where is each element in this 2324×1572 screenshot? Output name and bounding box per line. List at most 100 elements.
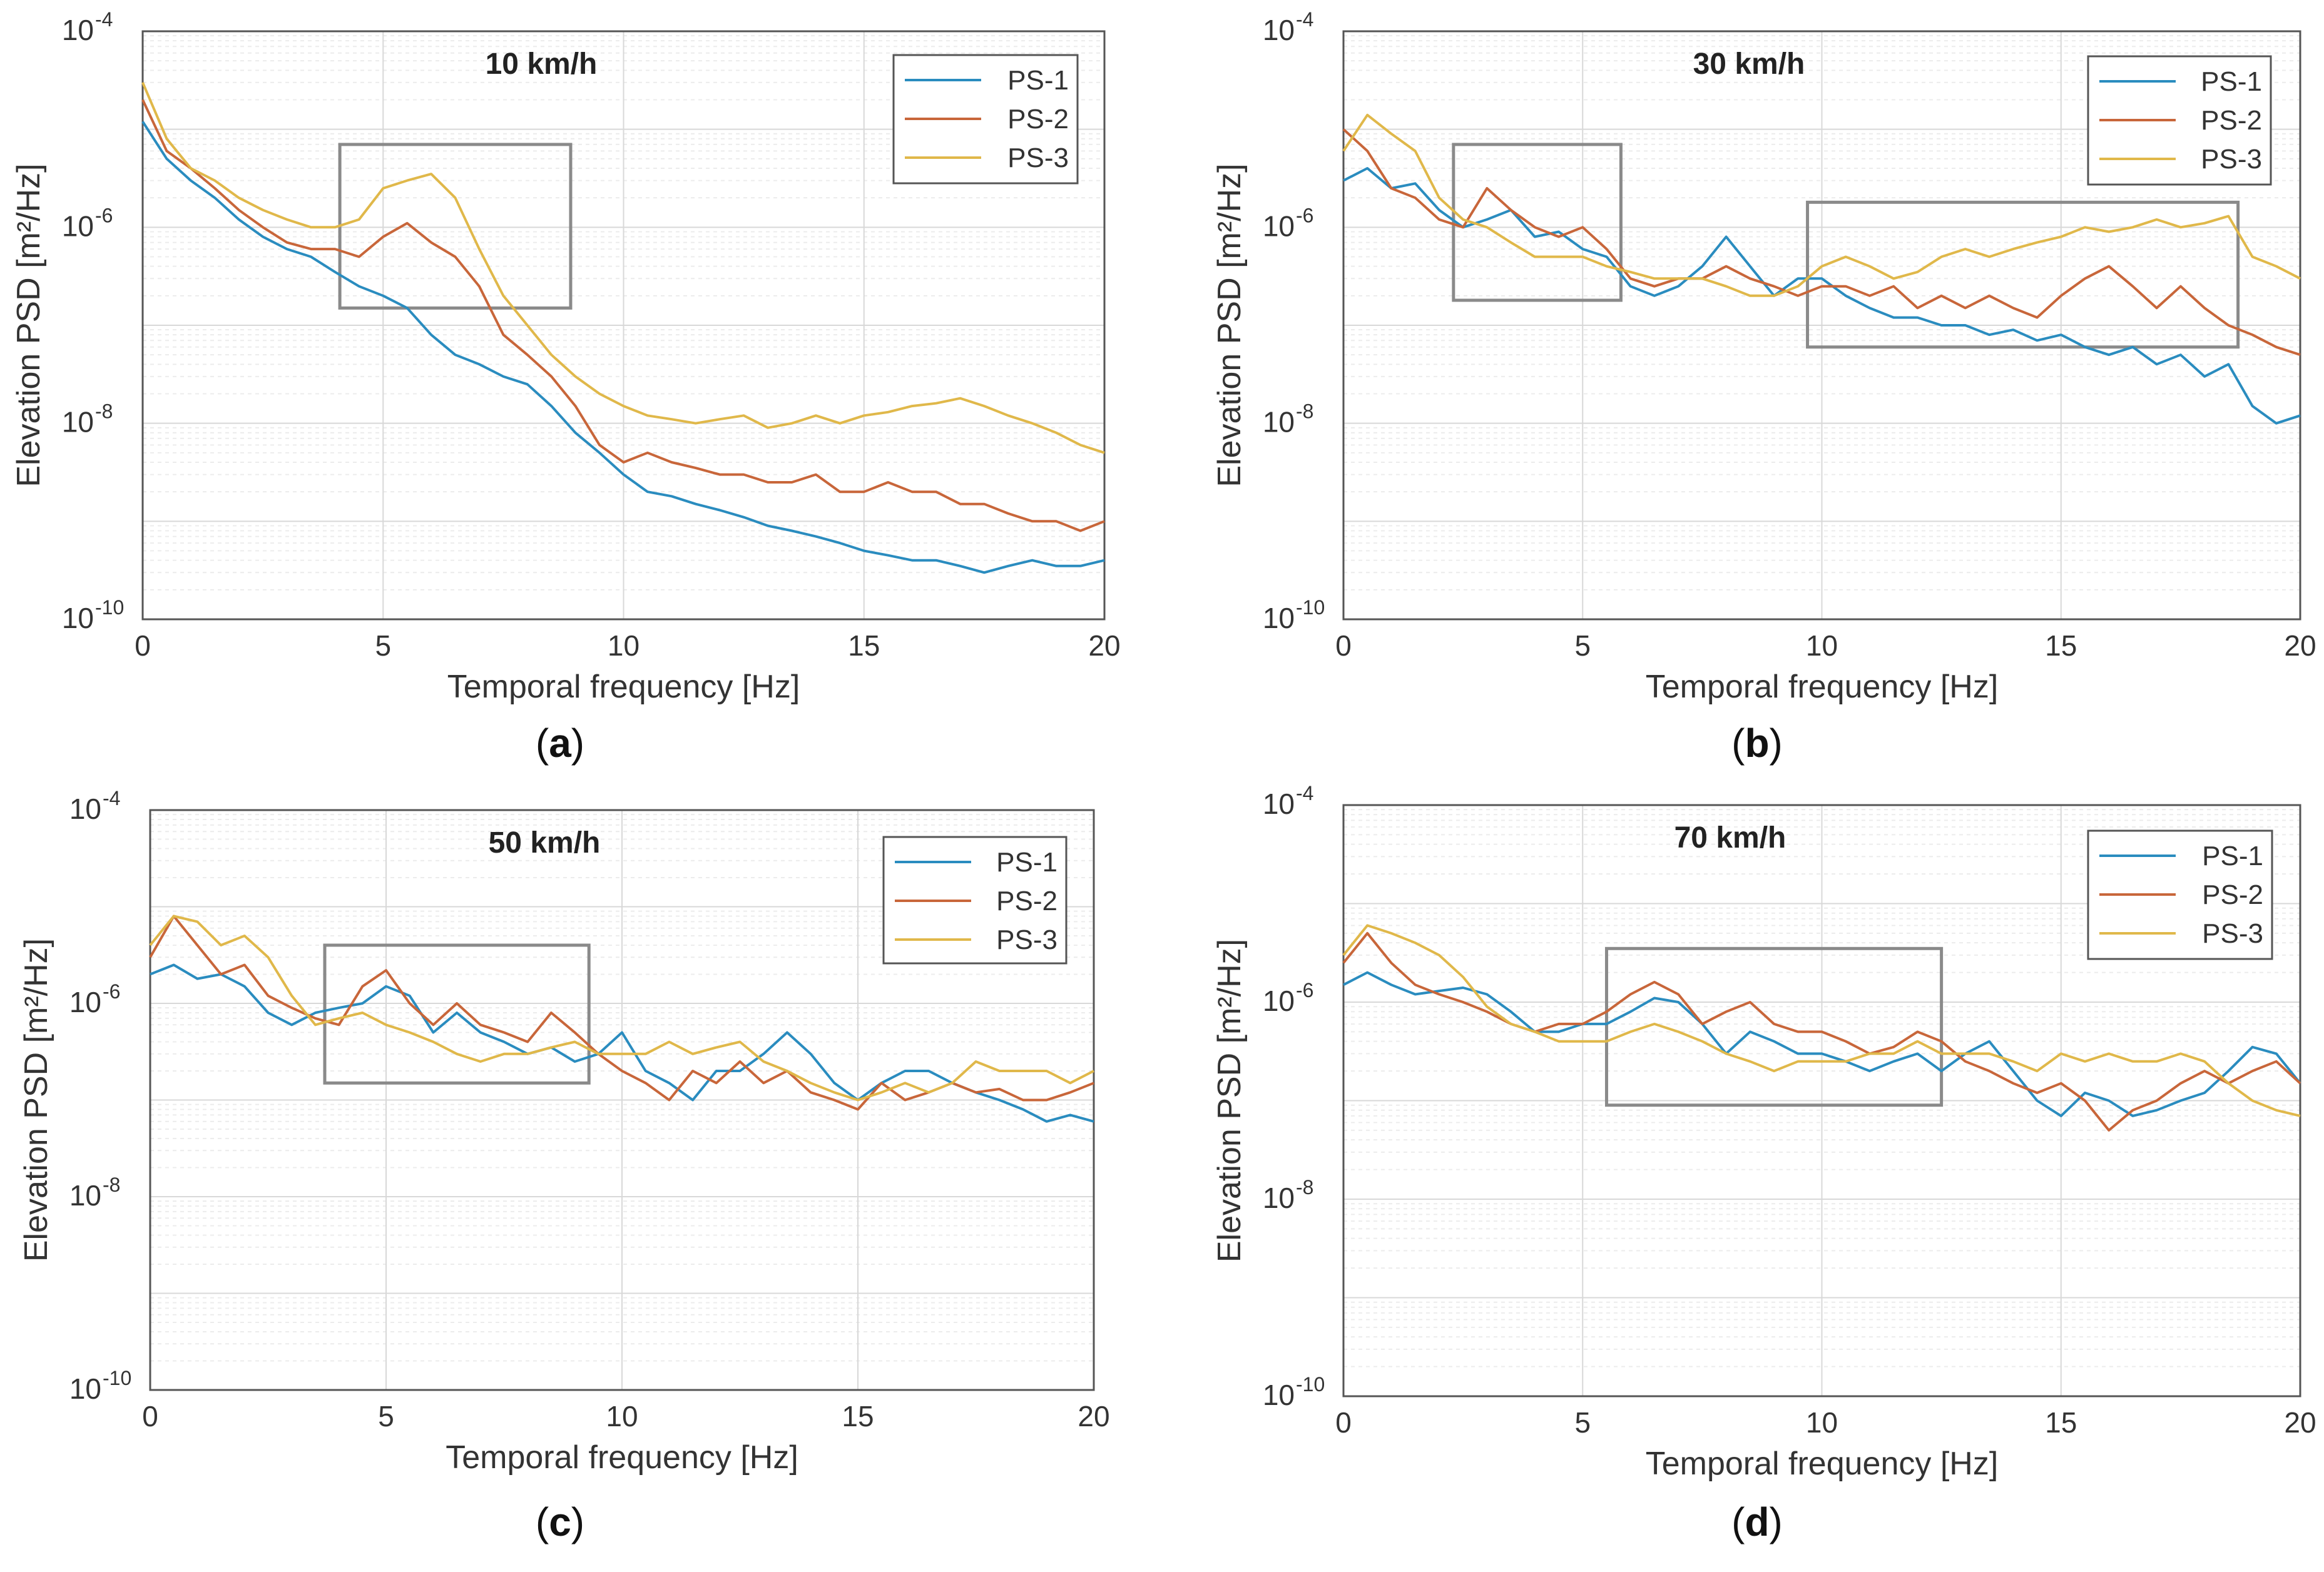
- y-tick-base: 10: [69, 1179, 101, 1212]
- axes-frame: [149, 809, 1095, 1391]
- x-tick-label: 10: [1806, 629, 1838, 662]
- panel-caption: (c): [536, 1499, 584, 1544]
- series-lines: [1342, 924, 2301, 1132]
- legend-label: PS-1: [2201, 66, 2262, 97]
- x-tick-label: 15: [2045, 629, 2077, 662]
- y-tick-label: 10 -6: [1263, 204, 1314, 242]
- legend-label: PS-2: [996, 886, 1058, 916]
- y-tick-base: 10: [1263, 14, 1295, 46]
- y-tick-exponent: -8: [1296, 1176, 1313, 1199]
- x-tick-label: 10: [1806, 1406, 1838, 1439]
- x-axis-label: Temporal frequency [Hz]: [446, 1439, 798, 1476]
- panel-caption: (d): [1731, 1499, 1783, 1544]
- caption-paren-open: (: [536, 1499, 549, 1544]
- series-line-ps-3: [1342, 113, 2301, 297]
- x-tick-label: 5: [375, 629, 391, 662]
- grid: [142, 31, 1105, 620]
- series-lines: [149, 915, 1094, 1123]
- axes-frame: [141, 30, 1106, 621]
- y-tick-exponent: -8: [1296, 400, 1313, 423]
- y-tick-exponent: -6: [95, 204, 113, 226]
- caption-paren-open: (: [536, 721, 549, 766]
- caption-paren-close: ): [1770, 721, 1783, 766]
- y-tick-exponent: -4: [1296, 782, 1313, 804]
- chart-title: 30 km/h: [1693, 48, 1805, 81]
- y-axis-label: Elevation PSD [m²/Hz]: [18, 938, 54, 1262]
- x-tick-label: 20: [2284, 1406, 2316, 1439]
- y-tick-base: 10: [1263, 210, 1295, 242]
- legend-label: PS-1: [996, 847, 1058, 878]
- x-tick-label: 20: [2284, 629, 2316, 662]
- y-axis-label: Elevation PSD [m²/Hz]: [1211, 163, 1248, 487]
- series-lines: [1342, 113, 2301, 425]
- caption-letter: c: [549, 1499, 571, 1544]
- x-axis-label: Temporal frequency [Hz]: [447, 669, 800, 705]
- y-tick-label: 10 -4: [69, 787, 121, 825]
- y-tick-label: 10 -4: [1263, 782, 1314, 820]
- y-tick-exponent: -10: [95, 596, 124, 619]
- y-tick-label: 10 -6: [62, 204, 113, 242]
- y-axis-label: Elevation PSD [m²/Hz]: [11, 163, 47, 487]
- series-line-ps-3: [149, 915, 1094, 1102]
- y-tick-base: 10: [1263, 1379, 1295, 1411]
- series-lines: [141, 82, 1105, 574]
- y-tick-label: 10 -10: [62, 596, 124, 634]
- highlight-box: [1452, 143, 1623, 302]
- y-tick-base: 10: [62, 210, 94, 242]
- x-tick-label: 15: [842, 1400, 874, 1433]
- y-tick-base: 10: [1263, 602, 1295, 634]
- y-tick-label: 10 -4: [62, 8, 113, 46]
- caption-letter: b: [1745, 721, 1769, 766]
- y-tick-exponent: -8: [95, 400, 113, 423]
- caption-letter: d: [1745, 1499, 1769, 1544]
- y-tick-label: 10 -8: [69, 1174, 121, 1212]
- x-tick-label: 5: [1574, 1406, 1591, 1439]
- legend-label: PS-3: [996, 925, 1058, 955]
- y-tick-exponent: -10: [1296, 1373, 1325, 1396]
- x-tick-label: 10: [608, 629, 640, 662]
- y-tick-base: 10: [62, 14, 94, 46]
- highlight-box: [323, 943, 591, 1085]
- x-tick-label: 10: [606, 1400, 638, 1433]
- y-tick-label: 10 -8: [1263, 400, 1314, 439]
- legend: PS-1 PS-2 PS-3: [892, 54, 1079, 185]
- series-line-ps-2: [1342, 931, 2301, 1132]
- series-line-ps-2: [141, 99, 1105, 532]
- highlight-box: [1806, 200, 2240, 349]
- y-tick-exponent: -10: [103, 1367, 131, 1389]
- series-line-ps-1: [1343, 167, 2301, 425]
- y-tick-base: 10: [1263, 406, 1295, 439]
- legend-label: PS-1: [2202, 841, 2263, 871]
- chart-title: 10 km/h: [486, 48, 598, 81]
- legend-label: PS-2: [1007, 104, 1069, 134]
- y-tick-label: 10 -8: [62, 400, 113, 439]
- y-tick-exponent: -4: [103, 787, 120, 809]
- y-tick-exponent: -6: [103, 980, 120, 1003]
- x-tick-label: 0: [135, 629, 151, 662]
- legend-label: PS-3: [1007, 143, 1069, 173]
- caption-paren-close: ): [571, 721, 584, 766]
- caption-paren-close: ): [571, 1499, 584, 1544]
- x-tick-label: 0: [142, 1400, 158, 1433]
- series-line-ps-3: [141, 82, 1105, 454]
- y-tick-base: 10: [1263, 788, 1295, 820]
- y-tick-label: 10 -10: [69, 1367, 131, 1405]
- y-tick-exponent: -8: [103, 1174, 120, 1196]
- x-tick-label: 5: [1574, 629, 1591, 662]
- series-line-ps-1: [1343, 971, 2301, 1117]
- panel-caption: (b): [1731, 721, 1783, 766]
- y-tick-base: 10: [69, 793, 101, 825]
- legend-label: PS-2: [2202, 880, 2263, 910]
- legend: PS-1 PS-2 PS-3: [882, 836, 1068, 965]
- y-tick-base: 10: [69, 1372, 101, 1405]
- x-axis-label: Temporal frequency [Hz]: [1646, 1446, 1999, 1482]
- series-line-ps-3: [1342, 924, 2301, 1117]
- x-tick-label: 5: [378, 1400, 394, 1433]
- caption-paren-close: ): [1770, 1499, 1783, 1544]
- x-tick-label: 0: [1335, 1406, 1352, 1439]
- y-tick-base: 10: [62, 406, 94, 439]
